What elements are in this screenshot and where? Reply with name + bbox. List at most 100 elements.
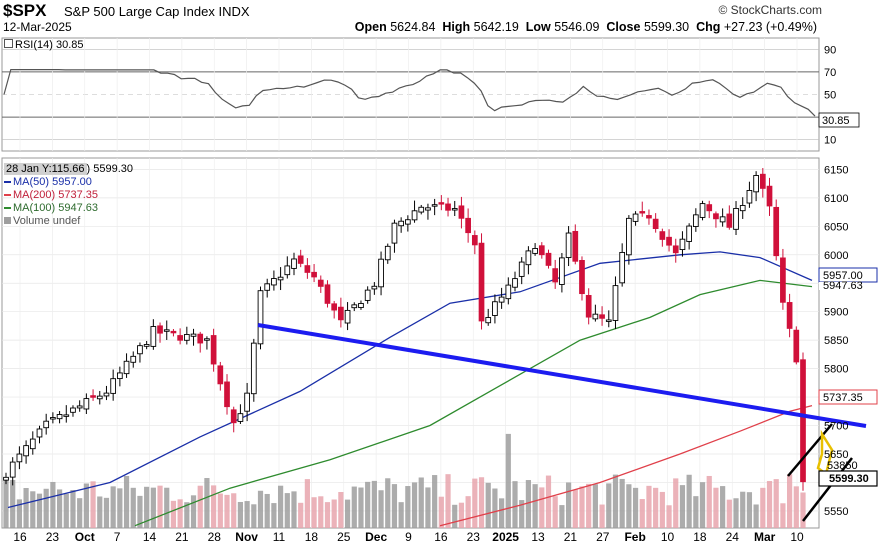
index-name: S&P 500 Large Cap Index INDX: [64, 4, 250, 19]
candle: [338, 306, 344, 321]
ohlc-readout: Open 5624.84 High 5642.19 Low 5546.09 Cl…: [354, 20, 817, 34]
candle: [170, 330, 177, 334]
price-tick-label: 6150: [824, 164, 848, 176]
candle: [237, 413, 244, 422]
volume-bar: [284, 493, 290, 528]
candle: [384, 245, 391, 261]
symbol[interactable]: $SPX: [3, 1, 47, 20]
volume-bar: [666, 505, 672, 528]
x-tick-label: 27: [596, 530, 610, 544]
trendline[interactable]: [257, 323, 867, 428]
candle: [572, 230, 579, 262]
volume-bar: [532, 484, 538, 528]
volume-tag-label: 53850: [827, 460, 858, 472]
candle: [525, 250, 532, 266]
candle: [344, 309, 351, 324]
candle: [183, 334, 190, 341]
channel-upper[interactable]: [787, 423, 833, 477]
candle: [230, 409, 237, 424]
volume-bar: [237, 501, 244, 528]
price-legend: 28 Jan Y:115.66) 5599.30 MA(50) 5957.00 …: [4, 163, 133, 228]
volume-bar: [740, 491, 746, 528]
channel-lower[interactable]: [802, 457, 853, 522]
volume-bar: [418, 477, 424, 528]
candle: [70, 407, 76, 413]
price-tick-label: 6100: [824, 193, 848, 205]
volume-bar: [539, 487, 545, 528]
ma50-tag-label: 5957.00: [823, 270, 863, 282]
candle: [793, 329, 800, 363]
price-panel: 6150610060506000595059005850580057505700…: [1, 157, 867, 529]
volume-bar: [559, 505, 565, 528]
candle: [411, 210, 418, 221]
volume-bar: [351, 486, 357, 528]
volume-bar: [800, 492, 806, 528]
ma200-swatch: [4, 194, 11, 197]
candle: [391, 222, 398, 244]
volume-bar: [311, 497, 317, 528]
ma100-tag-label: 5947.63: [823, 280, 863, 292]
legend-hover-row: 28 Jan Y:115.66) 5599.30: [4, 163, 133, 176]
volume-bar: [190, 495, 197, 528]
ma50-swatch: [4, 181, 11, 184]
candle: [197, 333, 204, 344]
x-tick-label: Oct: [75, 530, 95, 544]
chart-date: 12-Mar-2025: [3, 20, 72, 34]
volume-bar: [324, 502, 331, 528]
volume-bar: [371, 480, 377, 528]
x-tick-label: 28: [208, 530, 222, 544]
volume-bar: [693, 496, 699, 528]
volume-bar: [432, 475, 438, 528]
x-tick-label: 11: [273, 530, 286, 544]
volume-bar: [391, 484, 398, 528]
volume-bar: [793, 486, 799, 528]
candle: [579, 260, 585, 295]
x-tick-label: Mar: [754, 530, 776, 544]
candle: [311, 271, 317, 278]
candle: [244, 392, 250, 412]
candle: [250, 342, 257, 395]
volume-bar: [338, 492, 344, 528]
candle: [773, 206, 780, 257]
candle: [29, 438, 36, 450]
candle: [485, 317, 492, 324]
volume-bar: [23, 488, 29, 528]
candle: [398, 220, 405, 227]
candle: [545, 252, 552, 266]
volume-bar: [70, 490, 76, 528]
volume-bar: [184, 502, 190, 528]
exchange: INDX: [218, 4, 250, 19]
volume-bar: [36, 493, 43, 528]
volume-bar: [505, 433, 511, 528]
volume-bar: [378, 490, 384, 528]
x-tick-label: Nov: [235, 530, 258, 544]
candle: [565, 232, 572, 259]
volume-bar: [706, 475, 712, 528]
volume-bar: [787, 474, 793, 528]
volume-bar: [77, 498, 83, 528]
volume-bar: [411, 482, 418, 528]
volume-bar: [525, 480, 532, 528]
volume-bar: [659, 491, 665, 528]
volume-bar: [90, 481, 96, 528]
candle: [585, 295, 592, 318]
ma50-line: [7, 251, 813, 509]
candle: [418, 206, 425, 213]
candle: [224, 381, 230, 408]
candle: [378, 258, 384, 288]
candle: [465, 217, 471, 234]
rsi-tick-label: 10: [824, 135, 836, 147]
volume-bar: [130, 487, 136, 528]
volume-bar: [472, 478, 478, 528]
chart-header: $SPX S&P 500 Large Cap Index INDX 12-Mar…: [0, 0, 880, 36]
legend-ma100: MA(100) 5947.63: [4, 202, 133, 215]
rsi-line: [3, 68, 816, 117]
volume-bar: [170, 500, 177, 528]
volume-bar: [16, 499, 22, 528]
volume-bar: [545, 475, 552, 528]
x-tick-label: 10: [661, 530, 675, 544]
candle: [512, 278, 518, 288]
candle: [76, 405, 83, 409]
candle: [538, 245, 545, 256]
